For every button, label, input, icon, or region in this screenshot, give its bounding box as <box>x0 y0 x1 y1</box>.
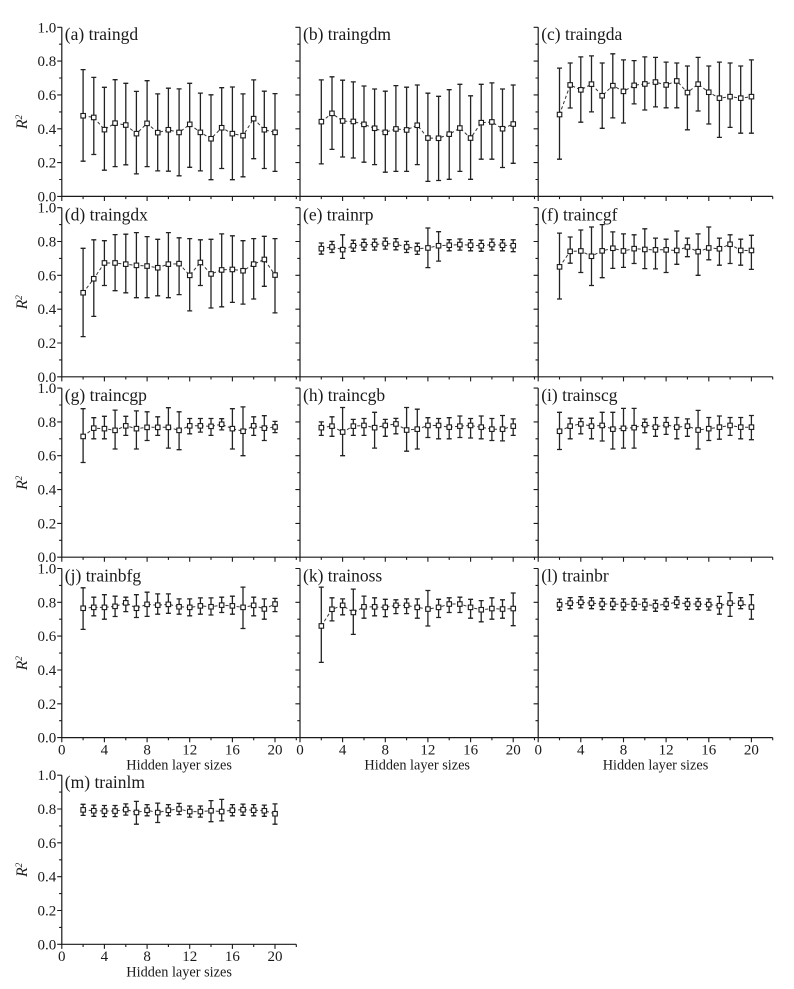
svg-text:8: 8 <box>382 742 390 758</box>
svg-text:0.6: 0.6 <box>38 88 57 104</box>
svg-text:20: 20 <box>268 949 283 965</box>
svg-text:0.0: 0.0 <box>38 550 57 566</box>
svg-text:0.2: 0.2 <box>38 516 57 532</box>
svg-text:8: 8 <box>620 742 628 758</box>
svg-text:4: 4 <box>101 949 109 965</box>
svg-text:(f) traincgf: (f) traincgf <box>541 205 617 225</box>
svg-text:0.4: 0.4 <box>38 302 57 318</box>
svg-text:0.2: 0.2 <box>38 156 57 172</box>
svg-text:0.0: 0.0 <box>38 189 57 205</box>
svg-text:(j) trainbfg: (j) trainbfg <box>65 565 142 585</box>
svg-text:1.0: 1.0 <box>38 381 57 397</box>
svg-text:(i) trainscg: (i) trainscg <box>541 385 618 405</box>
svg-text:0.2: 0.2 <box>38 697 57 713</box>
svg-text:0.8: 0.8 <box>38 54 57 70</box>
svg-text:0.8: 0.8 <box>38 235 57 251</box>
svg-text:0.0: 0.0 <box>38 370 57 386</box>
svg-text:4: 4 <box>577 742 585 758</box>
svg-text:(c) traingda: (c) traingda <box>541 24 622 44</box>
svg-text:4: 4 <box>339 742 347 758</box>
svg-text:(e) trainrp: (e) trainrp <box>303 205 374 225</box>
svg-text:16: 16 <box>463 742 479 758</box>
svg-text:0.6: 0.6 <box>38 629 57 645</box>
svg-text:0.0: 0.0 <box>38 937 57 953</box>
svg-text:0.8: 0.8 <box>38 415 57 431</box>
svg-text:20: 20 <box>744 742 759 758</box>
svg-text:8: 8 <box>143 742 151 758</box>
svg-text:12: 12 <box>420 742 435 758</box>
svg-text:20: 20 <box>268 742 283 758</box>
svg-text:16: 16 <box>225 742 241 758</box>
svg-text:0.6: 0.6 <box>38 836 57 852</box>
svg-text:(g) traincgp: (g) traincgp <box>65 385 147 405</box>
svg-text:8: 8 <box>143 949 151 965</box>
svg-text:4: 4 <box>101 742 109 758</box>
svg-text:0: 0 <box>296 742 304 758</box>
svg-text:(d) traingdx: (d) traingdx <box>65 205 148 225</box>
svg-text:0.2: 0.2 <box>38 336 57 352</box>
svg-text:0.0: 0.0 <box>38 731 57 747</box>
svg-text:0.8: 0.8 <box>38 802 57 818</box>
svg-text:0: 0 <box>58 949 66 965</box>
svg-text:1.0: 1.0 <box>38 201 57 217</box>
svg-text:Hidden layer sizes: Hidden layer sizes <box>126 758 232 774</box>
svg-text:Hidden layer sizes: Hidden layer sizes <box>364 758 470 774</box>
svg-text:16: 16 <box>701 742 717 758</box>
svg-text:0.8: 0.8 <box>38 595 57 611</box>
svg-text:0: 0 <box>534 742 542 758</box>
svg-text:0.4: 0.4 <box>38 663 57 679</box>
svg-text:12: 12 <box>182 742 197 758</box>
svg-text:1.0: 1.0 <box>38 562 57 578</box>
svg-text:(k) trainoss: (k) trainoss <box>303 565 382 585</box>
svg-text:0: 0 <box>58 742 66 758</box>
svg-text:(l) trainbr: (l) trainbr <box>541 565 609 585</box>
svg-text:(b) traingdm: (b) traingdm <box>303 24 391 44</box>
svg-text:0.6: 0.6 <box>38 449 57 465</box>
svg-text:1.0: 1.0 <box>38 20 57 36</box>
svg-text:Hidden layer sizes: Hidden layer sizes <box>603 758 709 774</box>
svg-text:0.4: 0.4 <box>38 483 57 499</box>
svg-text:0.4: 0.4 <box>38 122 57 138</box>
svg-text:12: 12 <box>659 742 674 758</box>
svg-text:0.6: 0.6 <box>38 268 57 284</box>
svg-text:(m) trainlm: (m) trainlm <box>65 772 146 792</box>
svg-text:20: 20 <box>506 742 521 758</box>
svg-text:(h) traincgb: (h) traincgb <box>303 385 385 405</box>
svg-text:16: 16 <box>225 949 241 965</box>
svg-text:1.0: 1.0 <box>38 768 57 784</box>
svg-text:Hidden layer sizes: Hidden layer sizes <box>126 964 232 980</box>
svg-text:12: 12 <box>182 949 197 965</box>
svg-text:0.4: 0.4 <box>38 870 57 886</box>
svg-text:(a) traingd: (a) traingd <box>65 24 139 44</box>
svg-text:0.2: 0.2 <box>38 904 57 920</box>
